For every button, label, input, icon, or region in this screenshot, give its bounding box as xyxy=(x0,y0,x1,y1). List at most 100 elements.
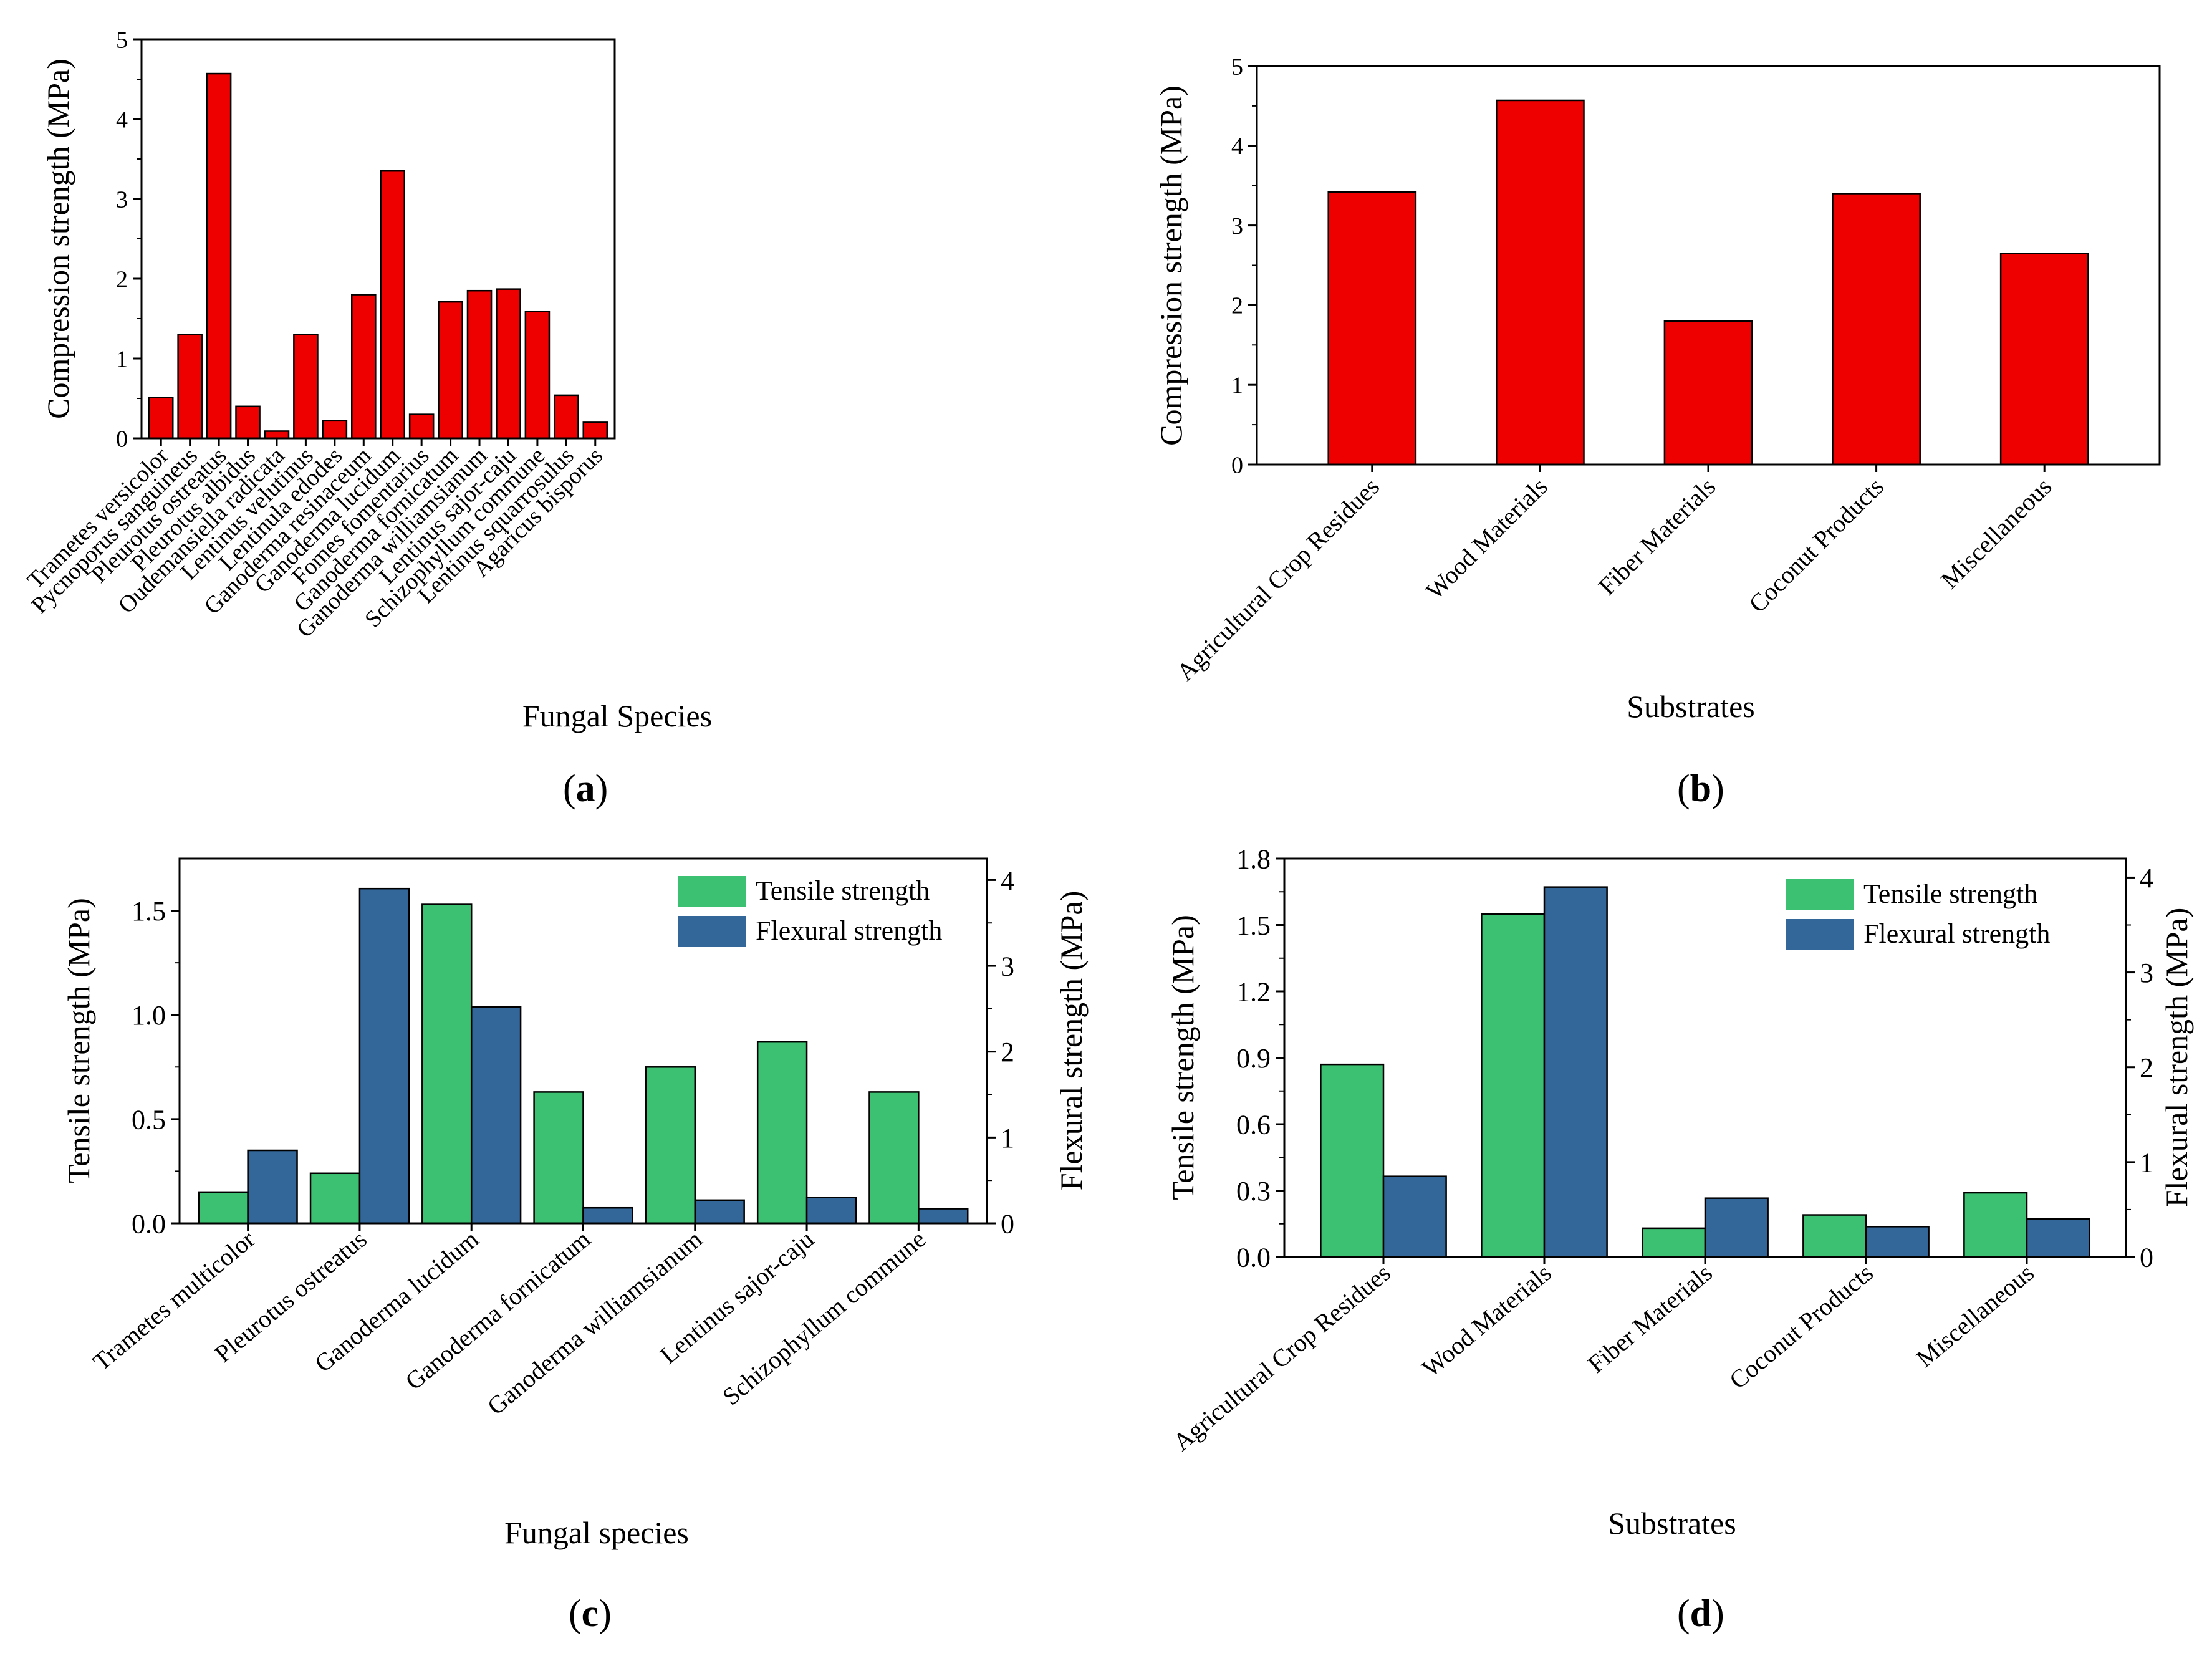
bar-a-compression-strength xyxy=(466,289,493,440)
y-right-tick-label: 3 xyxy=(1001,951,1014,981)
y-tick-label: 3 xyxy=(1231,213,1243,239)
y-right-axis-title: Flexural strength (MPa) xyxy=(2159,908,2194,1207)
bar-c-flexural-strength xyxy=(805,1197,857,1225)
y-tick-label: 1.2 xyxy=(1236,976,1271,1007)
x-axis-title: Substrates xyxy=(1608,1506,1736,1541)
y-right-tick-label: 0 xyxy=(2140,1242,2153,1273)
y-tick-label: 0.3 xyxy=(1236,1176,1271,1206)
y-right-tick-label: 1 xyxy=(1001,1123,1014,1153)
bar-a-compression-strength xyxy=(177,334,203,440)
bar-d-tensile-strength xyxy=(1963,1192,2028,1258)
y-tick-label: 0 xyxy=(116,426,128,452)
bar-c-tensile-strength xyxy=(868,1091,920,1225)
bar-c-tensile-strength xyxy=(533,1091,584,1225)
bar-c-flexural-strength xyxy=(694,1199,745,1225)
y-right-tick-label: 4 xyxy=(2140,863,2153,893)
x-category-label: Wood Materials xyxy=(1420,473,1553,605)
y-tick-label: 5 xyxy=(1231,54,1243,80)
y-right-axis-title: Flexural strength (MPa) xyxy=(1054,891,1089,1190)
y-tick-label: 2 xyxy=(116,266,128,292)
bar-c-tensile-strength xyxy=(309,1172,361,1225)
legend-label: Flexural strength xyxy=(756,915,942,946)
bar-c-tensile-strength xyxy=(756,1041,808,1225)
bar-a-compression-strength xyxy=(380,170,406,440)
bar-b-compression-strength xyxy=(1999,253,2089,466)
bar-a-compression-strength xyxy=(582,421,608,440)
chart-d: 0.0 0.3 0.6 0.9 1.2 1.5 1.8 0 1 2 3 4 Agricultural C… xyxy=(1165,844,2194,1635)
legend-swatch xyxy=(1786,919,1854,950)
panel-letter: c xyxy=(582,1592,599,1635)
x-category-label: Miscellaneous xyxy=(1935,473,2057,594)
bar-d-flexural-strength xyxy=(2026,1218,2090,1258)
panel-label: (a) xyxy=(563,768,608,810)
bar-b-compression-strength xyxy=(1832,193,1921,466)
bar-a-compression-strength xyxy=(554,394,579,440)
bar-a-compression-strength xyxy=(524,311,551,440)
x-category-label: Ganoderma fornicatum xyxy=(400,1225,595,1395)
panel-label: (c) xyxy=(569,1592,612,1635)
y-tick-label: 2 xyxy=(1231,293,1243,319)
y-right-tick-label: 1 xyxy=(2140,1147,2153,1178)
bar-b-compression-strength xyxy=(1327,191,1417,466)
y-tick-label: 0.0 xyxy=(1236,1242,1271,1273)
y-tick-label: 4 xyxy=(1231,133,1243,160)
bar-c-flexural-strength xyxy=(247,1149,298,1225)
bar-d-flexural-strength xyxy=(1382,1175,1447,1258)
bar-a-compression-strength xyxy=(322,420,348,440)
panel-letter: b xyxy=(1690,768,1711,810)
x-category-label: Miscellaneous xyxy=(1911,1258,2039,1372)
y-tick-label: 1.8 xyxy=(1236,844,1271,874)
legend-label: Tensile strength xyxy=(756,875,930,906)
bar-a-compression-strength xyxy=(235,405,261,440)
y-tick-label: 0.5 xyxy=(132,1104,166,1135)
y-axis-title: Compression strength (MPa) xyxy=(41,59,75,419)
bar-a-compression-strength xyxy=(438,301,463,440)
x-axis-title: Fungal Species xyxy=(522,698,712,733)
bar-a-compression-strength xyxy=(293,334,319,440)
x-category-label: Agricultural Crop Residues xyxy=(1171,473,1385,686)
x-category-label: Coconut Products xyxy=(1724,1258,1878,1394)
chart-b: 0 1 2 3 4 5 Agricultural Crop Residues Wood Mat… xyxy=(1153,54,2161,810)
bar-d-tensile-strength xyxy=(1320,1063,1385,1258)
x-category-label: Fiber Materials xyxy=(1582,1258,1718,1378)
legend-swatch xyxy=(678,876,746,907)
y-right-tick-label: 2 xyxy=(2140,1052,2153,1083)
bar-d-tensile-strength xyxy=(1802,1214,1867,1258)
y-tick-label: 1.0 xyxy=(132,1000,166,1031)
bar-a-compression-strength xyxy=(264,430,290,440)
x-category-label: Ganoderma williamsianum xyxy=(482,1225,708,1420)
x-category-label: Agricultural Crop Residues xyxy=(1168,1258,1396,1456)
bar-a-compression-strength xyxy=(206,72,232,440)
x-category-label: Wood Materials xyxy=(1416,1258,1557,1382)
legend-label: Flexural strength xyxy=(1863,918,2050,949)
bar-c-flexural-strength xyxy=(582,1206,633,1225)
bar-c-tensile-strength xyxy=(421,903,473,1225)
bar-b-compression-strength xyxy=(1496,99,1585,466)
bar-c-flexural-strength xyxy=(918,1208,969,1225)
y-right-tick-label: 0 xyxy=(1001,1208,1014,1239)
panel-label: (d) xyxy=(1677,1592,1724,1635)
bar-d-flexural-strength xyxy=(1704,1197,1769,1258)
y-axis-title: Tensile strength (MPa) xyxy=(61,898,96,1183)
bar-a-compression-strength xyxy=(148,397,174,440)
y-tick-label: 1 xyxy=(1231,373,1243,399)
legend-swatch xyxy=(1786,879,1854,910)
x-category-label: Coconut Products xyxy=(1743,473,1889,619)
bar-c-flexural-strength xyxy=(358,887,410,1225)
y-tick-label: 5 xyxy=(116,27,128,53)
bar-a-compression-strength xyxy=(350,294,377,440)
bar-b-compression-strength xyxy=(1663,320,1753,466)
y-tick-label: 1.5 xyxy=(1236,910,1271,941)
y-tick-label: 0 xyxy=(1231,452,1243,478)
panel-letter: d xyxy=(1690,1592,1711,1635)
y-right-tick-label: 2 xyxy=(1001,1037,1014,1067)
bar-a-compression-strength xyxy=(496,288,521,440)
x-axis-title: Substrates xyxy=(1627,689,1755,724)
x-axis-title: Fungal species xyxy=(504,1515,689,1550)
legend-label: Tensile strength xyxy=(1863,879,2037,909)
y-axis-title: Tensile strength (MPa) xyxy=(1165,915,1200,1200)
